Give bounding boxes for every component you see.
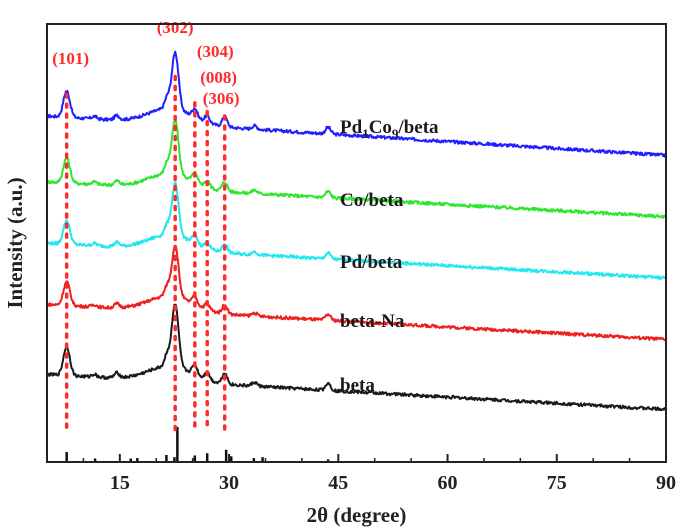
series-label: Pd1Co9/beta: [340, 117, 439, 141]
series-line: [46, 50, 667, 158]
x-tick-label: 15: [110, 472, 130, 494]
peak-annotation: (302): [157, 18, 194, 37]
x-axis-title: 2θ (degree): [307, 503, 407, 527]
peak-annotation: (008): [200, 68, 237, 87]
series-label: Pd/beta: [340, 252, 403, 273]
x-tick-label: 75: [547, 472, 567, 494]
peak-markers: [64, 74, 227, 434]
series-label: beta: [340, 375, 375, 396]
reference-pattern: [65, 426, 330, 462]
series-label-part: 1: [362, 126, 369, 141]
x-tick-label: 45: [328, 472, 348, 494]
plot-frame: [46, 23, 667, 463]
series-label-part: /beta: [397, 117, 439, 138]
series-label-part: 9: [392, 126, 399, 141]
x-tick-label: 30: [219, 472, 239, 494]
peak-annotation: (306): [203, 89, 240, 108]
series-line: [46, 181, 667, 280]
x-tick-label: 60: [438, 472, 458, 494]
series-line: [46, 245, 667, 342]
y-axis-title: Intensity (a.u.): [3, 177, 27, 308]
peak-annotation: (304): [197, 42, 234, 61]
series-label: Co/beta: [340, 190, 404, 211]
series-layer: [46, 50, 667, 412]
series-label-part: Pd: [340, 117, 363, 138]
x-tick-label: 90: [656, 472, 676, 494]
series-line: [46, 303, 667, 412]
x-axis-ticks: 15 30 45 60 75 90: [82, 454, 676, 494]
peak-annotations: (101) (302)(304) (008) (306): [52, 18, 239, 108]
series-label: beta-Na: [340, 311, 405, 332]
series-line: [46, 117, 667, 219]
series-label-part: Co: [369, 117, 392, 138]
peak-annotation: (101): [52, 49, 89, 68]
